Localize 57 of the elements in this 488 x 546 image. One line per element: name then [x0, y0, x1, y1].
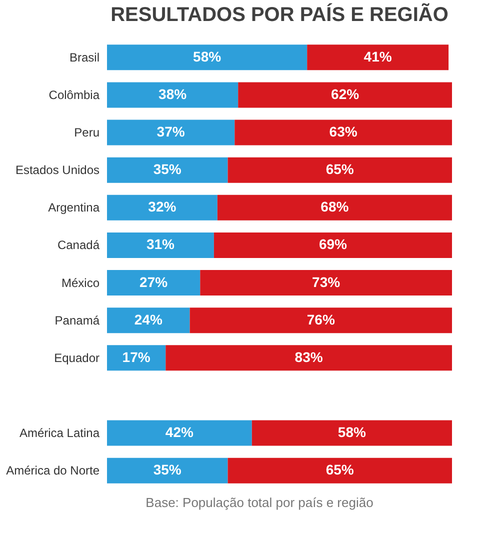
- bar: [200, 270, 452, 296]
- data-label: 38%: [158, 86, 188, 102]
- y-tick-label: Brasil: [69, 50, 100, 64]
- y-tick-label: América do Norte: [6, 464, 100, 478]
- bar: [107, 345, 166, 371]
- data-label: 73%: [312, 274, 341, 290]
- data-label: 35%: [153, 161, 182, 178]
- data-label: 68%: [320, 198, 350, 215]
- bar: [307, 44, 449, 70]
- bar: [228, 157, 452, 183]
- bar: [107, 82, 238, 108]
- text: Base: População total por país e região: [146, 495, 374, 510]
- y-tick-label: México: [61, 276, 100, 290]
- data-label: 65%: [326, 462, 354, 478]
- y-tick-label: Colômbia: [48, 88, 100, 102]
- data-label: 42%: [165, 424, 194, 440]
- bar: [107, 157, 228, 183]
- bar: [252, 420, 452, 446]
- data-label: 37%: [156, 124, 186, 140]
- bar: [107, 120, 235, 146]
- data-label: 69%: [318, 236, 348, 252]
- y-tick-label: Peru: [74, 126, 100, 140]
- data-label: 62%: [331, 86, 360, 102]
- data-label: 41%: [364, 48, 392, 64]
- chart-title: RESULTADOS POR PAÍS E REGIÃO: [110, 3, 448, 26]
- data-label: 58%: [193, 48, 222, 64]
- bar: [107, 44, 308, 70]
- bar: [107, 458, 228, 484]
- bar: [228, 458, 452, 484]
- data-label: 32%: [148, 198, 177, 215]
- data-label: 58%: [338, 424, 367, 440]
- bar: [166, 345, 452, 371]
- bar: [107, 308, 190, 334]
- y-tick-label: Argentina: [48, 200, 100, 215]
- y-tick-label: Equador: [54, 350, 100, 365]
- bar: [234, 120, 452, 146]
- data-label: 35%: [153, 462, 182, 478]
- y-tick-label: Panamá: [54, 313, 100, 328]
- bar: [107, 232, 214, 258]
- bar: [107, 194, 218, 220]
- bar: [190, 308, 452, 334]
- data-label: 17%: [122, 348, 151, 365]
- y-tick-label: Estados Unidos: [15, 163, 100, 178]
- y-tick-label: Canadá: [57, 238, 100, 252]
- data-label: 76%: [306, 311, 336, 328]
- bar: [107, 420, 252, 446]
- bar: [214, 232, 452, 258]
- bar: [107, 270, 200, 296]
- data-label: 83%: [294, 348, 324, 365]
- bar: [238, 82, 452, 108]
- data-label: 31%: [146, 236, 176, 252]
- data-label: 27%: [140, 274, 168, 290]
- data-label: 63%: [329, 124, 358, 140]
- data-label: 65%: [326, 161, 354, 178]
- y-tick-label: América Latina: [19, 426, 100, 440]
- data-label: 24%: [134, 311, 163, 328]
- bar: [217, 194, 452, 220]
